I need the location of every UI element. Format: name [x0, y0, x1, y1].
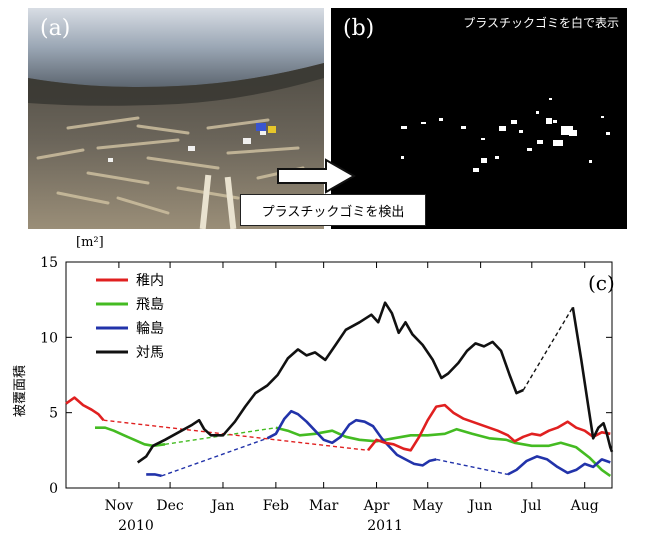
- x-tick-label: Jan: [209, 498, 234, 514]
- y-unit-label: [m²]: [76, 235, 104, 250]
- series-line-wajima: [266, 409, 437, 467]
- x-tick-label: Feb: [263, 498, 289, 514]
- y-tick-label: 5: [49, 406, 58, 422]
- right-arrow-icon: [277, 158, 356, 194]
- series-line-tsushima: [136, 301, 524, 464]
- series-line-wakkanai: [103, 419, 369, 451]
- mask-caption: プラスチックゴミを白で表示: [463, 16, 619, 30]
- x-tick-label: Aug: [570, 498, 599, 514]
- panel-b-label: (b): [343, 16, 375, 41]
- x-tick-label: Dec: [156, 498, 184, 514]
- mask-image: (b) プラスチックゴミを白で表示: [331, 8, 627, 229]
- beach-photo: (a): [28, 8, 324, 229]
- chart-series: [65, 301, 614, 478]
- series-line-wajima: [507, 455, 611, 476]
- y-tick-label: 0: [49, 481, 58, 497]
- year-label: 2010: [118, 518, 154, 534]
- x-tick-label: Jul: [520, 498, 542, 514]
- x-tick-label: Jun: [467, 498, 493, 514]
- panel-a-label: (a): [40, 16, 71, 41]
- year-label: 2011: [367, 518, 403, 534]
- series-line-tsushima: [571, 306, 614, 453]
- series-line-tsushima: [522, 306, 574, 391]
- detection-label: プラスチックゴミを検出: [240, 194, 426, 226]
- legend-label: 輪島: [136, 320, 164, 337]
- x-tick-label: May: [412, 498, 443, 514]
- y-axis-label: 被覆面積: [13, 365, 28, 417]
- series-line-tobishima: [275, 426, 612, 477]
- x-tick-label: Apr: [363, 498, 390, 514]
- x-tick-label: Mar: [309, 498, 339, 514]
- y-tick-label: 10: [40, 330, 58, 346]
- series-line-wakkanai: [65, 396, 105, 422]
- beach-photo-image: [28, 8, 324, 229]
- panel-c-label: (c): [588, 271, 615, 295]
- series-line-wakkanai: [366, 403, 611, 452]
- series-line-wajima: [146, 473, 162, 478]
- chart-panel: 0 5 10 15 Nov Dec Jan Feb Mar Apr May Jun Jul Aug 2010…: [0, 232, 656, 534]
- series-line-wajima: [161, 437, 268, 477]
- legend-label: 稚内: [136, 273, 164, 289]
- chart-axes: 0 5 10 15 Nov Dec Jan Feb Mar Apr May Jun Jul Aug 2010…: [40, 255, 613, 534]
- series-line-wajima: [436, 458, 509, 476]
- plot-frame: [65, 261, 613, 489]
- coverage-chart: 0 5 10 15 Nov Dec Jan Feb Mar Apr May Jun Jul Aug 2010…: [13, 235, 615, 534]
- x-tick-label: Nov: [105, 498, 134, 514]
- legend-label: 対馬: [136, 345, 164, 361]
- plastic-mask: [401, 98, 610, 172]
- series-line-tobishima: [95, 426, 166, 448]
- legend-label: 飛島: [136, 297, 164, 313]
- y-tick-label: 15: [40, 255, 58, 271]
